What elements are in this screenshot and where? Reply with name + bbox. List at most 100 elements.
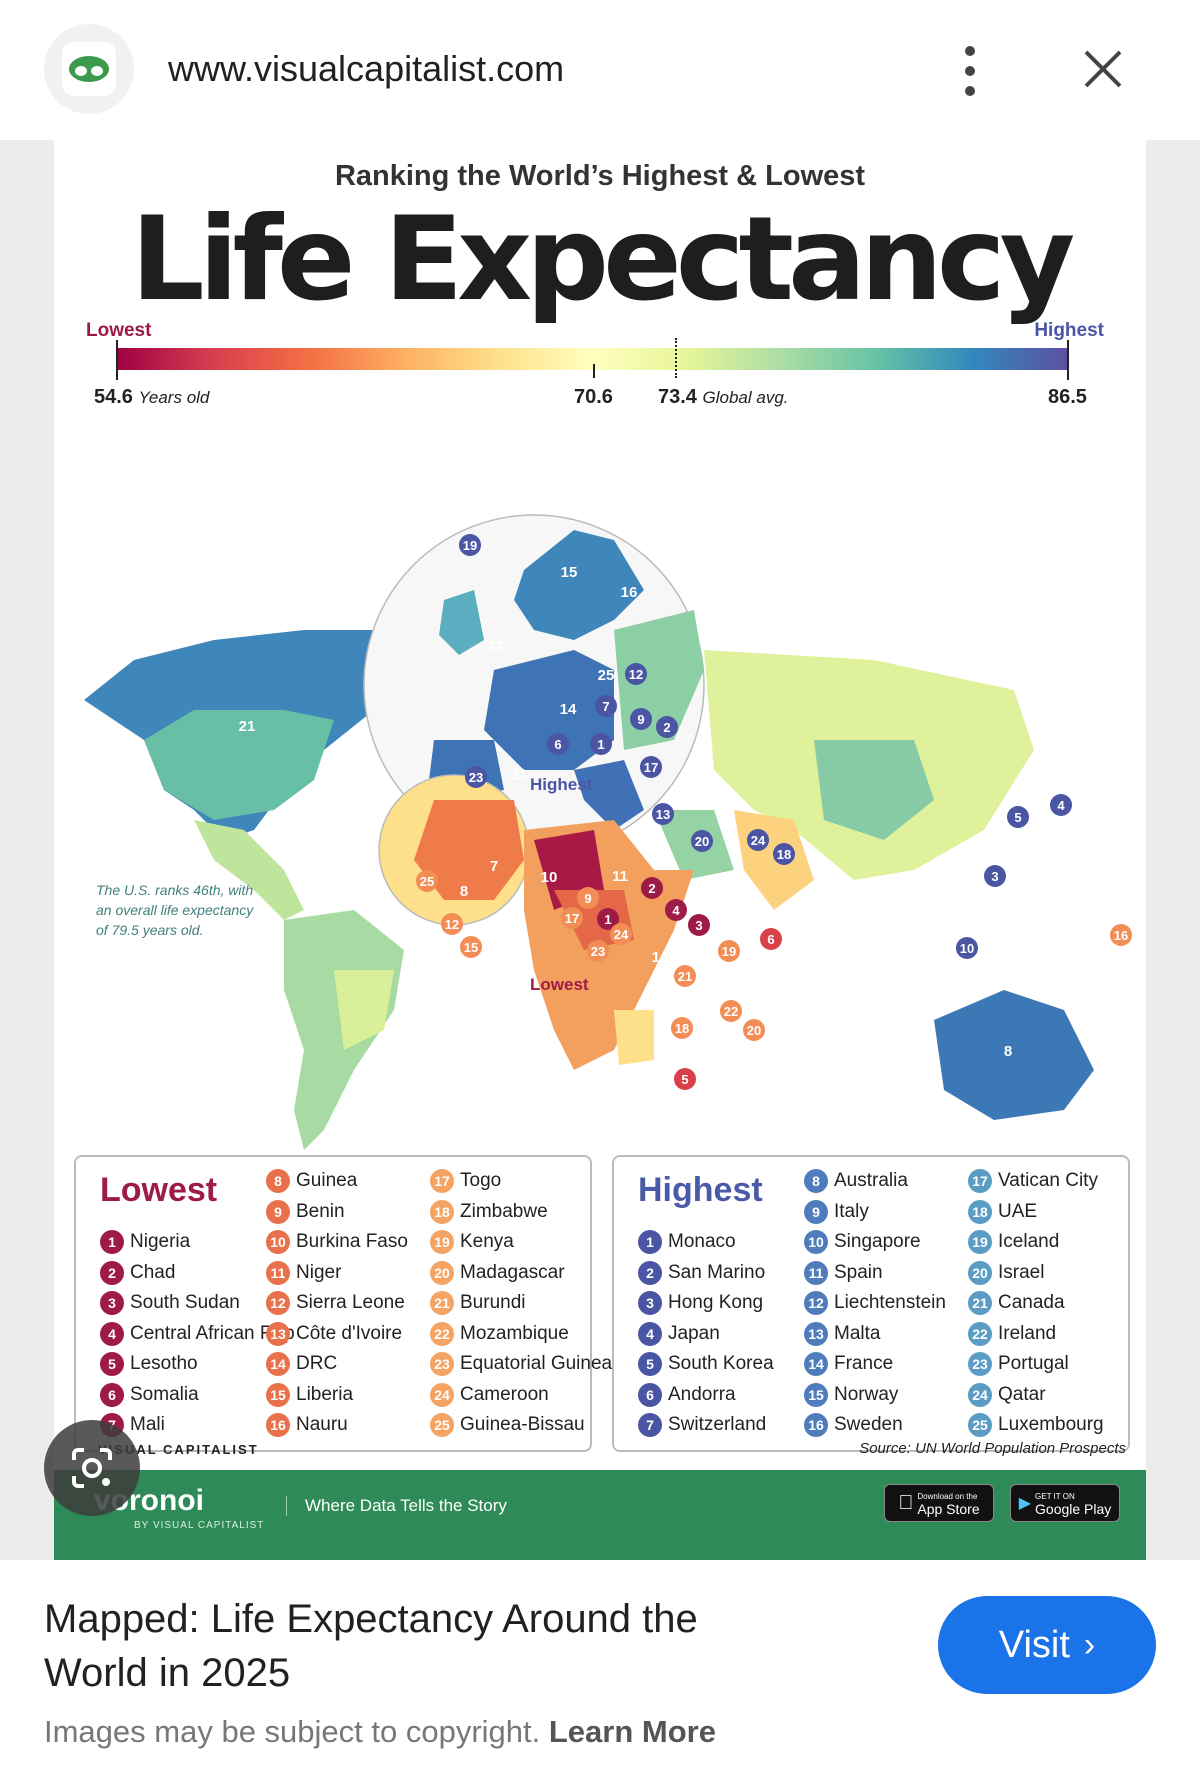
scale-avg-value: 73.4 Global avg.	[658, 386, 789, 408]
rank-badge: 10	[804, 1230, 828, 1254]
visit-button[interactable]: Visit ›	[938, 1596, 1156, 1694]
highest-legend-item: 19 Iceland	[968, 1230, 1059, 1254]
country-name: Iceland	[998, 1231, 1060, 1252]
google-lens-button[interactable]	[44, 1420, 140, 1516]
country-name: Burundi	[460, 1292, 526, 1313]
rank-badge: 19	[430, 1230, 454, 1254]
svg-text:23: 23	[469, 770, 483, 785]
country-name: Luxembourg	[998, 1414, 1104, 1435]
rank-badge: 12	[266, 1291, 290, 1315]
highest-legend-item: 11 Spain	[804, 1260, 883, 1285]
svg-text:22: 22	[724, 1004, 738, 1019]
rank-badge: 21	[430, 1291, 454, 1315]
country-name: Norway	[834, 1383, 899, 1405]
rank-badge: 1	[100, 1230, 124, 1254]
highest-legend-item: 2 San Marino	[638, 1260, 765, 1285]
image-caption[interactable]: Mapped: Life Expectancy Around the World…	[44, 1597, 698, 1695]
lowest-legend-item: 2 Chad	[100, 1260, 175, 1285]
google-play-label: Google Play	[1035, 1501, 1112, 1517]
svg-text:13: 13	[506, 915, 523, 932]
country-name: Lesotho	[130, 1353, 198, 1374]
svg-text:1: 1	[597, 737, 604, 752]
svg-text:19: 19	[722, 944, 736, 959]
highest-legend-item: 15 Norway	[804, 1382, 899, 1407]
highest-legend-item: 1 Monaco	[638, 1230, 736, 1254]
svg-text:6: 6	[767, 932, 774, 947]
svg-text:17: 17	[565, 911, 579, 926]
country-name: Japan	[668, 1322, 720, 1344]
country-name: Zimbabwe	[460, 1200, 548, 1222]
scale-high-label: Highest	[1034, 320, 1104, 341]
svg-text:12: 12	[445, 917, 459, 932]
svg-text:7: 7	[490, 858, 498, 875]
svg-text:23: 23	[591, 944, 605, 959]
rank-badge: 23	[968, 1352, 992, 1376]
svg-text:25: 25	[598, 667, 615, 684]
visualcapitalist-logo-icon	[69, 56, 109, 82]
country-name: Mali	[130, 1414, 165, 1435]
lowest-legend-item: 25 Guinea-Bissau	[430, 1413, 585, 1437]
rank-badge: 24	[430, 1382, 454, 1407]
svg-text:18: 18	[675, 1021, 689, 1036]
copyright-notice: Images may be subject to copyright. Lear…	[44, 1714, 716, 1750]
rank-badge: 23	[430, 1352, 454, 1376]
play-icon: ▶	[1018, 1495, 1032, 1512]
country-name: Sweden	[834, 1414, 903, 1435]
highest-legend-title: Highest	[638, 1171, 763, 1209]
lowest-legend-item: 17 Togo	[430, 1169, 501, 1193]
highest-legend-item: 22 Ireland	[968, 1321, 1056, 1346]
rank-badge: 14	[266, 1352, 290, 1376]
lowest-legend-item: 21 Burundi	[430, 1291, 526, 1315]
rank-badge: 22	[968, 1321, 992, 1346]
country-name: Kenya	[460, 1231, 514, 1252]
country-name: Togo	[460, 1170, 502, 1191]
copyright-text: Images may be subject to copyright.	[44, 1714, 541, 1749]
country-name: Portugal	[998, 1353, 1069, 1374]
svg-text:3: 3	[695, 918, 702, 933]
lowest-legend-item: 3 South Sudan	[100, 1291, 240, 1315]
svg-text:14: 14	[652, 949, 669, 966]
highest-legend-item: 4 Japan	[638, 1321, 720, 1346]
google-play-badge[interactable]: ▶ GET IT ON Google Play	[1010, 1484, 1120, 1522]
country-name: Australia	[834, 1170, 908, 1191]
svg-text:4: 4	[1057, 798, 1065, 813]
svg-text:21: 21	[239, 718, 256, 735]
svg-text:8: 8	[1004, 1043, 1012, 1060]
image-preview[interactable]: Ranking the World’s Highest & Lowest Lif…	[0, 140, 1200, 1560]
visit-label: Visit	[998, 1623, 1070, 1666]
rank-badge: 11	[804, 1260, 828, 1285]
app-store-label: App Store	[909, 1501, 979, 1517]
svg-text:2: 2	[648, 881, 655, 896]
rank-badge: 15	[804, 1382, 828, 1407]
highest-legend-item: 24 Qatar	[968, 1382, 1046, 1407]
learn-more-link[interactable]: Learn More	[548, 1714, 716, 1749]
country-name: Nauru	[296, 1414, 348, 1435]
country-name: Malta	[834, 1322, 881, 1344]
country-name: France	[834, 1353, 894, 1374]
rank-badge: 9	[804, 1199, 828, 1224]
rank-badge: 8	[804, 1169, 828, 1193]
country-name: Guinea	[296, 1170, 358, 1191]
app-store-badge[interactable]:  Download on the App Store	[884, 1484, 994, 1522]
close-icon[interactable]	[1078, 44, 1128, 94]
svg-text:20: 20	[747, 1023, 761, 1038]
svg-text:9: 9	[584, 891, 591, 906]
rank-badge: 25	[968, 1413, 992, 1437]
scale-mid-value: 70.6	[574, 386, 613, 408]
country-name: DRC	[296, 1353, 338, 1374]
lowest-legend: Lowest 1 Nigeria 2 Chad 3 South Sudan 4 Central…	[74, 1155, 612, 1452]
lowest-legend-title: Lowest	[100, 1171, 218, 1209]
voronoi-subtitle: BY VISUAL CAPITALIST	[134, 1520, 265, 1531]
page-url[interactable]: www.visualcapitalist.com	[168, 48, 565, 89]
site-favicon[interactable]	[44, 24, 134, 114]
scale-tick-mid	[593, 364, 595, 378]
rank-badge: 8	[266, 1169, 290, 1193]
highest-legend-item: 5 South Korea	[638, 1352, 774, 1376]
country-name: Guinea-Bissau	[460, 1414, 585, 1435]
rank-badge: 6	[638, 1382, 662, 1407]
svg-text:13: 13	[656, 807, 670, 822]
country-name: Liechtenstein	[834, 1292, 946, 1313]
lowest-legend-item: 23 Equatorial Guinea	[430, 1352, 612, 1376]
more-options-icon[interactable]	[955, 46, 985, 96]
rank-badge: 17	[430, 1169, 454, 1193]
